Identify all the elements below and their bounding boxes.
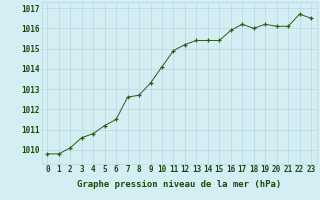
X-axis label: Graphe pression niveau de la mer (hPa): Graphe pression niveau de la mer (hPa)	[77, 180, 281, 189]
